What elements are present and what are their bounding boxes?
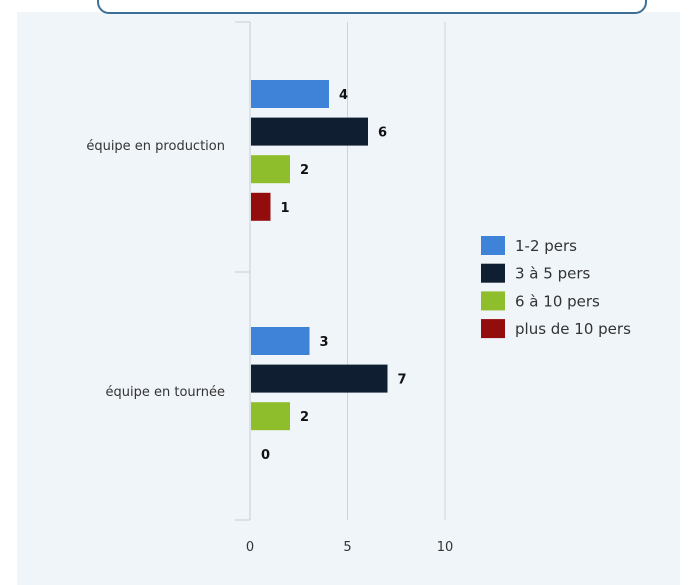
grid-lines bbox=[347, 22, 446, 520]
legend-swatch bbox=[481, 263, 505, 283]
data-labels: 4 6 2 1 3 7 2 0 bbox=[261, 88, 407, 463]
legend-label: 3 à 5 pers bbox=[515, 265, 591, 283]
data-label: 4 bbox=[339, 88, 348, 103]
data-label: 2 bbox=[300, 410, 309, 425]
data-label: 0 bbox=[261, 448, 270, 463]
legend-label: 1-2 pers bbox=[515, 237, 577, 255]
legend: 1-2 pers 3 à 5 pers 6 à 10 pers plus de 10 … bbox=[481, 236, 631, 339]
data-label: 3 bbox=[320, 335, 329, 350]
x-tick-label: 5 bbox=[343, 540, 351, 555]
category-labels: équipe en production équipe en tournée bbox=[86, 139, 225, 400]
bar bbox=[251, 80, 329, 108]
bar bbox=[251, 364, 388, 393]
data-label: 6 bbox=[378, 126, 387, 141]
category-label: équipe en tournée bbox=[106, 385, 226, 400]
legend-swatch bbox=[481, 291, 505, 311]
legend-swatch bbox=[481, 236, 505, 255]
x-tick-labels: 0 5 10 bbox=[246, 540, 453, 555]
bar bbox=[251, 192, 271, 221]
bar bbox=[251, 117, 368, 146]
data-label: 1 bbox=[281, 201, 290, 216]
data-label: 7 bbox=[398, 373, 407, 388]
bars bbox=[251, 80, 388, 431]
bar bbox=[251, 402, 290, 431]
x-tick-label: 0 bbox=[246, 540, 254, 555]
legend-swatch bbox=[481, 319, 505, 339]
bar bbox=[251, 327, 310, 355]
legend-label: 6 à 10 pers bbox=[515, 292, 600, 310]
x-tick-label: 10 bbox=[437, 540, 454, 555]
category-axis bbox=[235, 21, 251, 521]
legend-label: plus de 10 pers bbox=[515, 320, 631, 338]
chart-panel bbox=[17, 12, 680, 585]
data-label: 2 bbox=[300, 163, 309, 178]
category-label: équipe en production bbox=[86, 139, 225, 154]
bar bbox=[251, 155, 290, 184]
